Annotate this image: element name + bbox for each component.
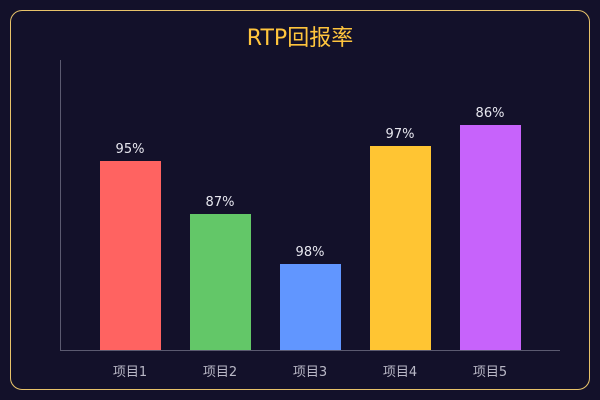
bar-5[interactable] <box>460 125 521 350</box>
bar-value-label: 97% <box>385 127 415 142</box>
x-tick-label: 项目3 <box>292 365 328 380</box>
bar-value-label: 87% <box>205 195 235 210</box>
x-tick-label: 项目5 <box>472 365 508 380</box>
bar-value-label: 95% <box>115 142 145 157</box>
x-tick-label: 项目4 <box>382 365 418 380</box>
bar-3[interactable] <box>280 264 341 350</box>
bar-value-label: 86% <box>475 106 505 121</box>
x-axis <box>60 350 560 351</box>
bar-4[interactable] <box>370 146 431 350</box>
x-tick-label: 项目2 <box>202 365 238 380</box>
bar-1[interactable] <box>100 161 161 350</box>
x-tick-label: 项目1 <box>112 365 148 380</box>
bar-value-label: 98% <box>295 245 325 260</box>
bar-2[interactable] <box>190 214 251 350</box>
y-axis <box>60 60 61 350</box>
chart-title: RTP回报率 <box>246 26 354 51</box>
